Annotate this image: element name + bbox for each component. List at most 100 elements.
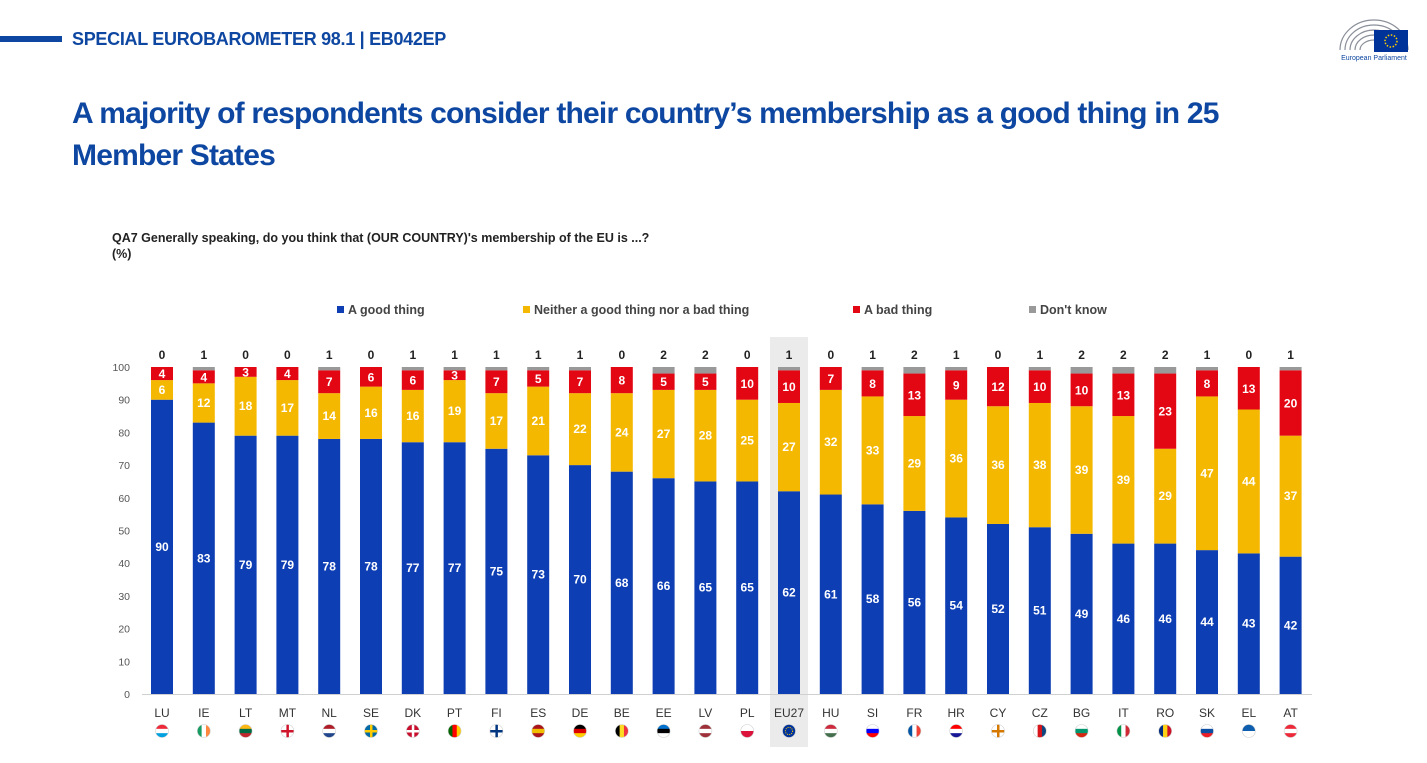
flag-fill [197, 724, 211, 738]
bar-segment-bad [819, 367, 842, 390]
data-label-dont-know: 1 [535, 348, 542, 362]
bar-segment-good [443, 442, 466, 694]
flag-fill [991, 724, 1005, 738]
data-label-good: 62 [782, 586, 796, 600]
bar-segment-dont-know [945, 367, 968, 371]
flag-fill [740, 724, 754, 738]
flag-stripe [406, 730, 420, 733]
bar-segment-good [276, 435, 299, 694]
data-label-good: 42 [1284, 618, 1298, 632]
data-label-good: 77 [406, 561, 420, 575]
flag-fill [657, 724, 671, 738]
bar-segment-neither [610, 393, 633, 472]
data-label-neither: 39 [1075, 463, 1089, 477]
flag-stripe [916, 724, 921, 738]
bar-segment-dont-know [443, 367, 466, 371]
bar-segment-bad [569, 370, 591, 394]
bar-segment-good [694, 481, 717, 694]
bar-segment-dont-know [569, 367, 591, 371]
bar-segment-bad [987, 367, 1009, 407]
data-label-neither: 22 [573, 422, 587, 436]
flag-border [1200, 724, 1214, 738]
flag-fill [824, 724, 838, 738]
flag-stripe [1125, 724, 1130, 738]
bar-segment-good [485, 448, 508, 694]
flag-fill [1242, 724, 1256, 738]
flag-border [155, 724, 169, 738]
data-label-good: 78 [364, 559, 378, 573]
flag-fill [531, 724, 545, 738]
flag-icon [698, 724, 713, 738]
data-label-dont-know: 1 [953, 348, 960, 362]
data-label-neither: 12 [197, 396, 211, 410]
flag-stripe [205, 724, 211, 738]
data-label-neither: 47 [1200, 466, 1214, 480]
data-label-dont-know: 2 [660, 348, 667, 362]
flag-stripe [197, 724, 202, 738]
flag-stripe [949, 728, 963, 734]
x-category-label: MT [279, 706, 297, 720]
bar-segment-good [318, 438, 341, 694]
bar-segment-bad [318, 370, 341, 394]
flag-stripe [1158, 724, 1164, 738]
bar-segment-dont-know [903, 367, 926, 374]
data-label-bad: 8 [1204, 377, 1211, 391]
data-label-good: 44 [1200, 615, 1214, 629]
x-category-label: DE [572, 706, 589, 720]
flag-stripe [1242, 731, 1256, 738]
y-tick-label: 90 [118, 395, 130, 407]
data-label-dont-know: 0 [284, 348, 291, 362]
data-label-bad: 13 [908, 388, 922, 402]
bar-segment-dont-know [192, 367, 215, 371]
bar-segment-good [1237, 553, 1260, 694]
flag-border [614, 724, 629, 738]
data-label-bad: 3 [242, 365, 249, 379]
flag-stripe [866, 724, 880, 730]
flag-stripe [1075, 733, 1089, 738]
x-category-label: LV [699, 706, 713, 720]
bar-segment-bad [1112, 373, 1135, 417]
flag-fill [239, 724, 253, 738]
data-label-dont-know: 2 [702, 348, 709, 362]
bar-segment-neither [527, 386, 550, 456]
data-label-dont-know: 1 [451, 348, 458, 362]
data-label-good: 90 [155, 540, 169, 554]
data-label-neither: 6 [159, 383, 166, 397]
flag-border [1283, 724, 1298, 738]
bar-segment-bad [234, 367, 257, 377]
flag-stripe [907, 724, 913, 738]
bar-segment-good [1028, 527, 1051, 694]
flag-icon [155, 724, 169, 738]
data-label-bad: 7 [326, 375, 333, 389]
y-tick-label: 20 [118, 624, 130, 636]
y-tick-label: 80 [118, 427, 130, 439]
data-label-bad: 10 [741, 377, 755, 391]
data-label-dont-know: 0 [618, 348, 625, 362]
data-label-good: 78 [323, 559, 337, 573]
data-label-bad: 6 [409, 374, 416, 388]
data-label-bad: 7 [493, 375, 500, 389]
data-label-neither: 27 [782, 440, 796, 454]
bar-segment-dont-know [1196, 367, 1218, 371]
flag-stripe [657, 724, 671, 730]
bar-segment-dont-know [1028, 367, 1051, 371]
data-label-bad: 13 [1117, 388, 1131, 402]
bar-segment-good [1070, 533, 1093, 694]
flag-stripe [1033, 724, 1038, 738]
bar-segment-good [736, 481, 759, 694]
x-category-label: PT [447, 706, 463, 720]
data-label-dont-know: 1 [493, 348, 500, 362]
flag-icon [991, 724, 1005, 738]
flag-border [949, 724, 964, 738]
x-category-label: EL [1241, 706, 1256, 720]
data-label-dont-know: 2 [1120, 348, 1127, 362]
bar-segment-neither [234, 376, 257, 436]
flag-stripe [1116, 724, 1122, 738]
flag-stripe [364, 730, 378, 733]
x-category-label: SE [363, 706, 379, 720]
y-tick-label: 50 [118, 526, 130, 538]
bar-segment-neither [443, 380, 466, 443]
bar-segment-bad [151, 367, 173, 381]
data-label-bad: 4 [159, 367, 166, 381]
